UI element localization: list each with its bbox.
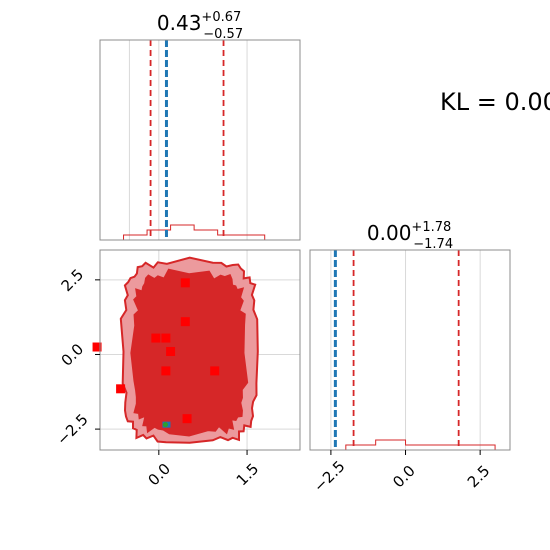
- p3-title-plus: +1.78: [411, 220, 451, 235]
- panel-marginal-y: 0.00+1.78 −1.74 −2.5 0.0 2.5: [309, 220, 511, 496]
- p2-sample-marker: [116, 384, 126, 394]
- p3-title: 0.00+1.78 −1.74: [367, 220, 453, 252]
- p3-x-tick-label: 0.0: [389, 462, 419, 492]
- p2-sample-marker: [180, 278, 190, 288]
- panel-marginal-x: 0.43+0.67 −0.57: [99, 10, 301, 241]
- p2-sample-marker: [92, 342, 102, 352]
- p1-frame: [99, 39, 301, 241]
- p2-x-ticks: 0.0 1.5: [144, 450, 262, 489]
- p2-sample-marker: [182, 414, 192, 424]
- p3-x-tick-label: −2.5: [310, 457, 348, 495]
- p1-title-value: 0.43: [157, 11, 202, 35]
- p3-frame: [309, 249, 511, 451]
- p3-title-value: 0.00: [367, 221, 412, 245]
- p2-markers: [92, 278, 220, 428]
- p2-truth-point: [162, 422, 168, 428]
- p2-x-tick-label: 0.0: [144, 460, 174, 490]
- p3-lines: [333, 250, 460, 450]
- p1-histogram-steps: [100, 224, 289, 241]
- p1-title: 0.43+0.67 −0.57: [157, 10, 243, 42]
- p2-sample-marker: [161, 333, 171, 343]
- p3-grid: [330, 250, 481, 450]
- p2-y-ticks: 2.5 0.0 −2.5: [53, 266, 100, 449]
- p2-y-tick-label: 0.0: [58, 340, 88, 370]
- p2-y-tick-label: 2.5: [58, 266, 88, 296]
- p2-y-tick-label: −2.5: [53, 410, 91, 448]
- p2-sample-marker: [180, 317, 190, 327]
- p1-title-plus: +0.67: [201, 10, 241, 25]
- p2-inner-contour: [130, 268, 249, 437]
- p2-x-tick-label: 1.5: [233, 460, 263, 490]
- p2-sample-marker: [210, 366, 220, 376]
- p2-sample-marker: [166, 346, 176, 356]
- panel-joint: 0.0 1.5 2.5 0.0 −2.5: [53, 249, 301, 489]
- p2-contours: [119, 256, 259, 444]
- p3-x-ticks: −2.5 0.0 2.5: [310, 450, 493, 496]
- p2-sample-marker: [161, 366, 171, 376]
- p2-frame: [99, 249, 301, 451]
- p3-x-tick-label: 2.5: [464, 462, 494, 492]
- kl-annotation: KL = 0.00: [440, 88, 550, 116]
- p3-histogram-steps: [315, 439, 496, 451]
- p1-histogram: [100, 224, 289, 241]
- p1-title-minus: −0.57: [203, 27, 243, 42]
- p2-sample-marker: [151, 333, 161, 343]
- p3-title-minus: −1.74: [413, 237, 453, 252]
- p1-grid: [128, 40, 248, 240]
- p3-histogram: [315, 439, 496, 451]
- p1-lines: [149, 40, 225, 240]
